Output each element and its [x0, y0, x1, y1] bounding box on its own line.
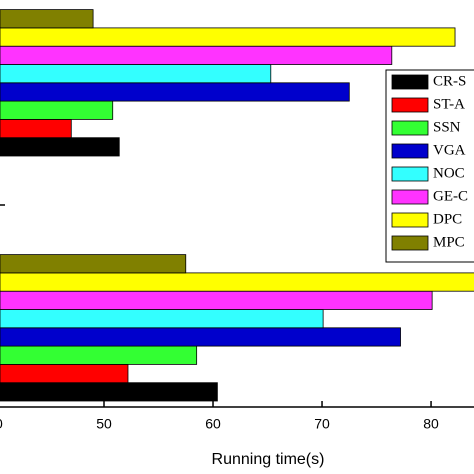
legend: CR-S ST-A SSN VGA NOC GE-C DPC MPC: [385, 69, 474, 263]
legend-swatch: [391, 235, 429, 251]
legend-label: DPC: [433, 211, 462, 227]
x-axis-label: Running time(s): [212, 451, 325, 468]
x-tick-label: 70: [314, 416, 330, 432]
x-tick-label: 60: [205, 416, 221, 432]
legend-swatch: [391, 97, 429, 113]
bar: [0, 254, 187, 274]
bar: [0, 9, 94, 29]
legend-swatch: [391, 120, 429, 136]
bar: [0, 272, 474, 292]
legend-label: MPC: [433, 234, 465, 250]
legend-swatch: [391, 143, 429, 159]
bar: [0, 290, 433, 310]
x-tick-label: 80: [423, 416, 439, 432]
legend-label: SSN: [433, 119, 461, 135]
bar: [0, 27, 456, 47]
bar: [0, 309, 324, 329]
legend-label: NOC: [433, 165, 465, 181]
bar: [0, 119, 72, 139]
x-tick-label: 40: [0, 416, 3, 432]
legend-label: ST-A: [433, 96, 465, 112]
bar: [0, 100, 114, 120]
legend-swatch: [391, 212, 429, 228]
bar: [0, 382, 218, 402]
bar: [0, 82, 350, 102]
x-tick-label: 50: [96, 416, 112, 432]
bar: [0, 363, 129, 384]
legend-label: GE-C: [433, 188, 468, 204]
bar: [0, 345, 198, 365]
legend-swatch: [391, 166, 429, 182]
bar: [0, 45, 393, 65]
legend-swatch: [391, 189, 429, 205]
legend-swatch: [391, 74, 429, 90]
bar: [0, 327, 401, 347]
bar: [0, 64, 272, 84]
legend-label: VGA: [433, 142, 466, 158]
legend-label: CR-S: [433, 73, 466, 89]
bar: [0, 137, 120, 157]
